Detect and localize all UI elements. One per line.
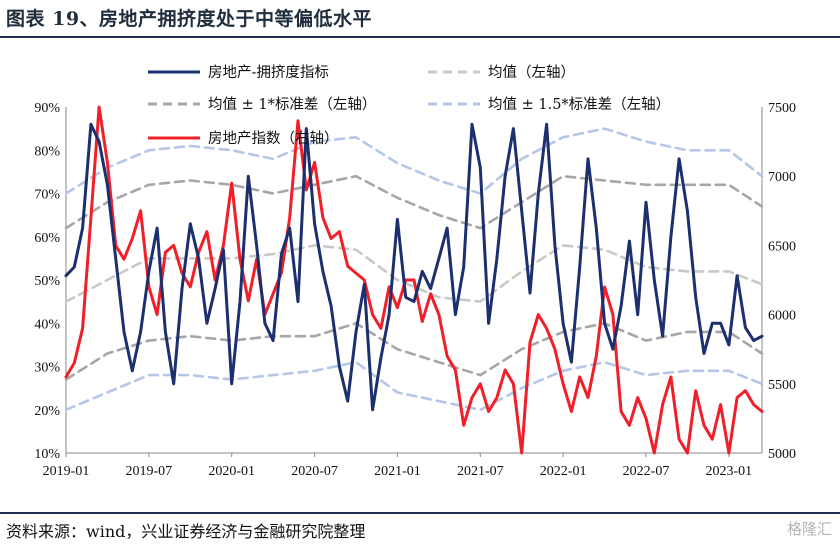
x-tick-label: 2020-07 <box>291 464 338 479</box>
chart-title: 图表 19、房地产拥挤度处于中等偏低水平 <box>6 8 373 30</box>
series-line-4 <box>64 321 764 381</box>
x-tick-label: 2019-01 <box>43 464 90 479</box>
y-left-tick-label: 90% <box>34 101 60 116</box>
legend-label: 房地产指数（右轴） <box>208 130 339 147</box>
series-line-5 <box>64 127 764 195</box>
y-right-tick-label: 6500 <box>768 239 796 254</box>
y-left-tick-label: 70% <box>34 188 60 203</box>
y-right-tick-label: 7500 <box>768 101 796 116</box>
x-tick-label: 2021-07 <box>457 464 504 479</box>
x-tick-label: 2021-01 <box>374 464 421 479</box>
watermark: 格隆汇 <box>786 520 832 538</box>
y-right-tick-label: 7000 <box>768 170 796 185</box>
series-line-1 <box>64 105 764 455</box>
x-tick-label: 2023-01 <box>706 464 753 479</box>
legend-label: 均值 ± 1.5*标准差（左轴） <box>488 96 670 113</box>
x-tick-label: 2020-01 <box>208 464 255 479</box>
series-line-3 <box>64 174 764 230</box>
y-left-tick-label: 60% <box>34 231 60 246</box>
legend-label: 房地产-拥挤度指标 <box>208 64 329 81</box>
x-tick-label: 2019-07 <box>126 464 173 479</box>
x-tick-label: 2022-07 <box>623 464 670 479</box>
title-rule <box>0 36 840 38</box>
series-line-0 <box>64 122 764 412</box>
source-note: 资料来源：wind，兴业证券经济与金融研究院整理 <box>6 522 366 541</box>
y-right-tick-label: 5000 <box>768 447 796 462</box>
x-tick-label: 2022-01 <box>540 464 587 479</box>
y-left-tick-label: 40% <box>34 317 60 332</box>
y-right-tick-label: 6000 <box>768 309 796 324</box>
footer-rule <box>0 512 840 514</box>
y-right-tick-label: 5500 <box>768 378 796 393</box>
y-left-tick-label: 50% <box>34 274 60 289</box>
y-left-tick-label: 20% <box>34 404 60 419</box>
y-left-tick-label: 30% <box>34 361 60 376</box>
legend-label: 均值 ± 1*标准差（左轴） <box>208 96 376 113</box>
y-left-tick-label: 80% <box>34 144 60 159</box>
legend-label: 均值（左轴） <box>488 64 575 81</box>
series-line-6 <box>64 360 764 412</box>
y-left-tick-label: 10% <box>34 447 60 462</box>
